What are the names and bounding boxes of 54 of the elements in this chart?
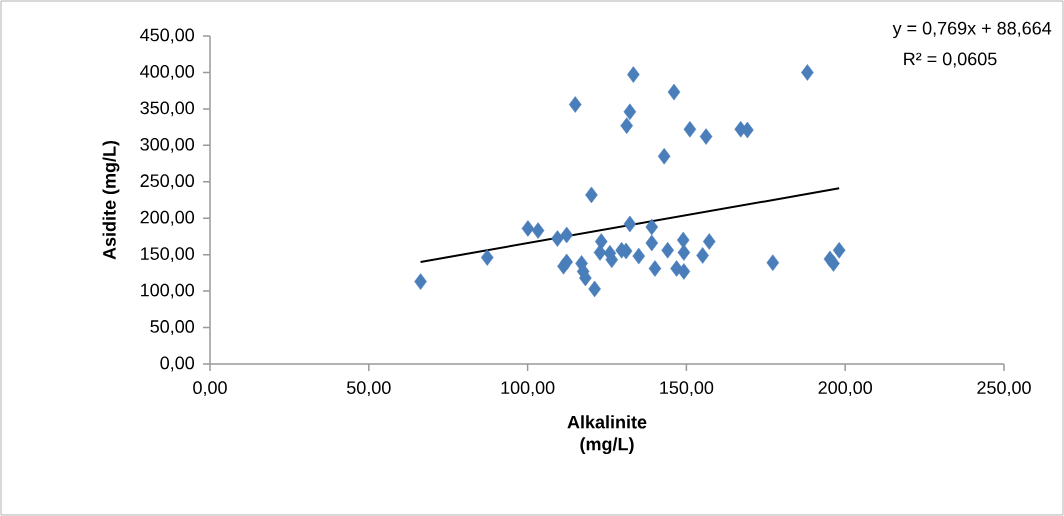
- y-tick-label: 450,00: [140, 28, 195, 44]
- point: [703, 233, 716, 250]
- x-tick-label: 0,00: [193, 381, 227, 397]
- annotation: R² = 0,0605: [904, 52, 997, 68]
- point: [645, 218, 659, 236]
- annotation: y = 0,769x + 88,664: [892, 21, 1052, 39]
- point: [677, 263, 691, 280]
- point: [661, 242, 674, 259]
- y-axis-title: Asidite (mg/L): [102, 140, 120, 260]
- point: [593, 244, 607, 261]
- point: [551, 230, 564, 247]
- point: [531, 222, 545, 239]
- point: [560, 253, 573, 271]
- point: [683, 121, 697, 138]
- point: [632, 247, 646, 265]
- point: [766, 254, 780, 271]
- x-tick-label: 150,00: [660, 381, 714, 397]
- point: [801, 64, 814, 81]
- point: [648, 260, 662, 277]
- point: [623, 103, 637, 121]
- y-tick-label: 50,00: [150, 320, 195, 335]
- x-tick-label: 200,00: [818, 381, 873, 397]
- point: [676, 231, 690, 249]
- y-tick-label: 100,00: [141, 283, 195, 299]
- y-tick-label: 350,00: [140, 101, 195, 117]
- x-tick-label: 250,00: [977, 381, 1031, 397]
- point: [827, 255, 840, 272]
- point: [696, 247, 709, 264]
- point: [521, 220, 535, 237]
- point: [585, 186, 598, 204]
- point: [627, 66, 640, 83]
- point: [560, 226, 573, 244]
- point: [832, 242, 846, 259]
- x-tick-label: 50,00: [346, 381, 391, 397]
- point: [699, 128, 713, 145]
- y-tick-label: 200,00: [140, 210, 195, 226]
- y-tick-label: 300,00: [140, 137, 195, 153]
- y-tick-label: 400,00: [140, 65, 195, 80]
- point: [667, 83, 681, 101]
- point: [481, 249, 494, 266]
- y-tick-label: 250,00: [140, 174, 195, 190]
- y-tick-label: 0,00: [160, 356, 195, 372]
- point: [623, 215, 637, 233]
- point: [645, 234, 659, 252]
- x-axis-title: Alkalinite (mg/L): [567, 415, 647, 455]
- point: [657, 147, 671, 165]
- point: [588, 280, 601, 298]
- point: [414, 273, 427, 290]
- point: [568, 96, 582, 113]
- point: [620, 117, 633, 134]
- point: [677, 244, 691, 261]
- x-tick-label: 100,00: [501, 381, 555, 397]
- y-tick-label: 150,00: [141, 247, 195, 263]
- point: [741, 121, 754, 139]
